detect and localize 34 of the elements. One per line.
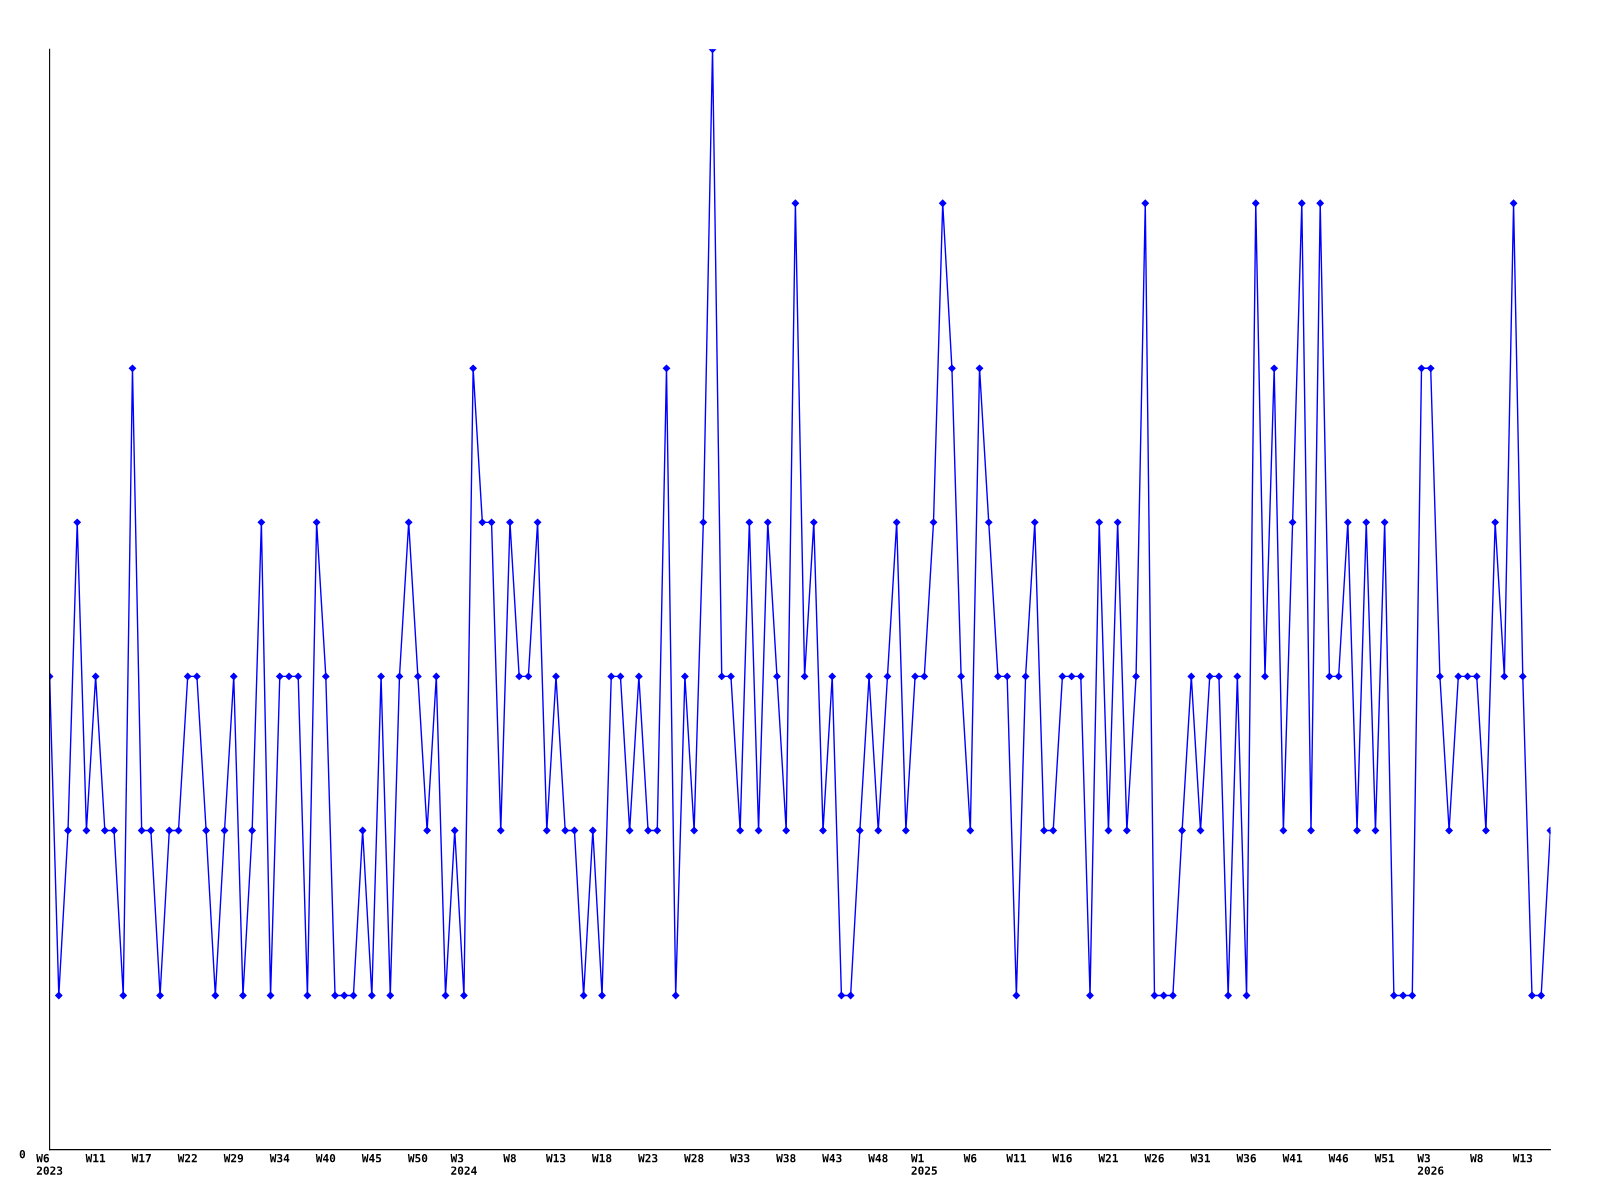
text: 0 (19, 1149, 26, 1159)
x-tick-label: W41 (1282, 1154, 1303, 1163)
x-tick-label: W13 (545, 1153, 566, 1163)
x-tick-label: W17 (131, 1154, 151, 1163)
x-tick-label: W29 (223, 1153, 244, 1163)
x-tick-label: W36 (1236, 1153, 1256, 1163)
x-tick-label: W45 (361, 1154, 382, 1163)
x-tick-label: W21 (1098, 1153, 1118, 1163)
x-tick-label: W33 (730, 1153, 750, 1163)
x-tick-label: W28 (684, 1153, 704, 1163)
x-tick-label: W6 (963, 1153, 977, 1163)
x-tick-label: W13 (1512, 1153, 1533, 1163)
x-tick-label: W3 2024 (450, 1153, 477, 1175)
x-tick-label: W40 (315, 1153, 336, 1163)
x-tick-label: W51 (1374, 1154, 1395, 1163)
x-tick-label: W6 2023 (36, 1153, 63, 1175)
x-tick-label: W8 (503, 1153, 516, 1163)
x-tick-label: W3 2026 (1417, 1153, 1444, 1175)
x-tick-label: W16 (1052, 1153, 1072, 1163)
x-tick-label: W50 (407, 1153, 428, 1163)
x-tick-label: W43 (822, 1153, 842, 1163)
x-tick-label: W38 (776, 1153, 796, 1163)
x-tick-label: W22 (177, 1153, 197, 1163)
x-tick-label: W1 2025 (910, 1154, 937, 1175)
x-tick-label: W31 (1190, 1153, 1211, 1163)
x-tick-label: W26 (1144, 1153, 1164, 1163)
x-tick-label: W34 (269, 1153, 290, 1163)
x-tick-label: W23 (638, 1153, 658, 1163)
x-tick-label: W11 (85, 1154, 106, 1163)
x-tick-label: W46 (1328, 1153, 1349, 1163)
x-tick-label: W18 (592, 1153, 612, 1163)
x-tick-label: W48 (868, 1153, 888, 1163)
x-tick-label: W8 (1470, 1153, 1483, 1163)
x-tick-label: W11 (1006, 1154, 1026, 1163)
